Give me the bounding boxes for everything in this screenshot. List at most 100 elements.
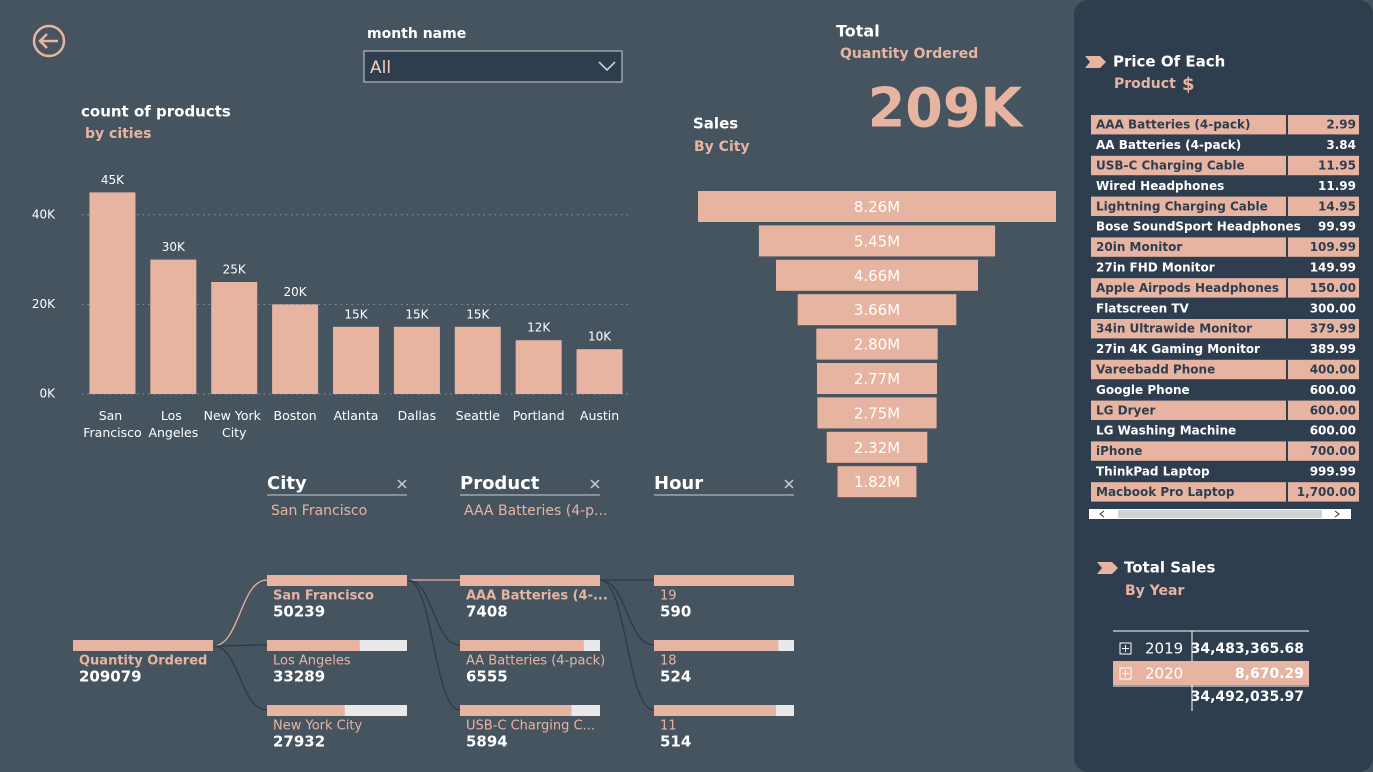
arrow-icon xyxy=(1097,562,1118,574)
bar xyxy=(333,326,379,394)
product-price: 379.99 xyxy=(1310,322,1356,336)
node-value: 7408 xyxy=(466,603,508,621)
table-row xyxy=(1091,257,1359,278)
data-label: 4.66M xyxy=(854,267,900,285)
product-name: LG Dryer xyxy=(1096,403,1156,417)
data-label: 20K xyxy=(284,285,308,299)
year-sales: 8,670.29 xyxy=(1235,666,1304,682)
year-sales: 34,483,365.68 xyxy=(1191,641,1304,657)
year: 2020 xyxy=(1145,665,1183,683)
funnel-bar xyxy=(837,466,917,498)
product-price: 3.84 xyxy=(1326,138,1356,152)
x-tick-label: Los Angeles xyxy=(148,408,198,440)
root-bar xyxy=(73,640,213,651)
node-bar xyxy=(654,575,794,586)
product-price: 14.95 xyxy=(1318,199,1356,213)
year-subtitle: By Year xyxy=(1125,583,1184,599)
data-label: 10K xyxy=(588,330,612,344)
funnel-bar xyxy=(698,191,1056,222)
level-selected: San Francisco xyxy=(271,503,367,519)
data-label: 30K xyxy=(162,240,186,254)
year: 2019 xyxy=(1145,640,1183,658)
expand-icon xyxy=(1119,642,1132,655)
data-label: 15K xyxy=(344,307,368,321)
node-label: 11 xyxy=(660,719,677,734)
x-tick-label: New York City xyxy=(204,408,265,440)
bar-title: count of products xyxy=(81,103,231,121)
product-price: 150.00 xyxy=(1310,281,1356,295)
expand-icon xyxy=(1122,670,1129,677)
table-row xyxy=(1091,441,1359,461)
node-value: 524 xyxy=(660,668,691,686)
node-bar xyxy=(267,640,360,651)
kpi-subtitle: Quantity Ordered xyxy=(840,46,978,62)
product-price: 109.99 xyxy=(1310,240,1356,254)
product-name: 27in 4K Gaming Monitor xyxy=(1096,342,1260,356)
funnel-bar xyxy=(776,259,978,291)
table-row xyxy=(1091,421,1359,441)
kpi-value: 209K xyxy=(868,77,1025,140)
connector xyxy=(212,579,268,647)
connector xyxy=(212,645,268,711)
level-title: Product xyxy=(460,473,540,494)
product-name: Flatscreen TV xyxy=(1096,301,1190,315)
node-label: 19 xyxy=(660,589,677,604)
bar xyxy=(150,259,197,394)
x-tick-label: Seattle xyxy=(456,408,501,423)
bar xyxy=(393,326,440,394)
price-subtitle: Product xyxy=(1114,76,1176,92)
data-label: 2.32M xyxy=(854,439,900,457)
node-value: 6555 xyxy=(466,668,508,686)
x-tick-label: Dallas xyxy=(398,408,436,423)
table-row xyxy=(1091,461,1359,482)
connector xyxy=(599,579,655,646)
product-name: Bose SoundSport Headphones xyxy=(1096,220,1301,234)
product-name: Google Phone xyxy=(1096,383,1190,397)
product-name: LG Washing Machine xyxy=(1096,424,1236,438)
x-tick-label: Atlanta xyxy=(334,408,379,423)
product-name: Macbook Pro Laptop xyxy=(1096,485,1235,499)
close-icon[interactable] xyxy=(590,479,600,489)
connector xyxy=(599,579,655,711)
expand-icon xyxy=(1119,667,1132,680)
table-row xyxy=(1091,115,1359,135)
node-value: 5894 xyxy=(466,733,508,751)
product-name: AA Batteries (4-pack) xyxy=(1096,138,1241,152)
node-bar xyxy=(460,575,600,586)
close-icon[interactable] xyxy=(397,479,407,489)
node-value: 590 xyxy=(660,603,691,621)
bar xyxy=(89,192,136,394)
data-label: 2.75M xyxy=(854,404,900,422)
bar xyxy=(454,326,501,394)
data-label: 5.45M xyxy=(854,232,900,250)
row-highlight xyxy=(1113,661,1309,685)
x-tick-label: Austin xyxy=(580,408,619,423)
bar xyxy=(211,282,258,394)
filter-value: All xyxy=(370,58,391,78)
node-value: 27932 xyxy=(273,733,325,751)
close-icon[interactable] xyxy=(784,479,794,489)
product-price: 149.99 xyxy=(1310,261,1356,275)
product-name: 34in Ultrawide Monitor xyxy=(1096,322,1252,336)
bar xyxy=(272,304,319,394)
product-name: Wired Headphones xyxy=(1096,179,1224,193)
node-value: 209079 xyxy=(79,668,142,686)
filter-dropdown[interactable] xyxy=(363,50,623,83)
table-row xyxy=(1091,298,1359,318)
node-label: Quantity Ordered xyxy=(79,654,207,669)
back-button[interactable] xyxy=(32,24,66,58)
scrollbar[interactable] xyxy=(1089,509,1351,519)
product-name: 27in FHD Monitor xyxy=(1096,261,1215,275)
bar xyxy=(515,340,562,394)
node-bar xyxy=(654,705,776,716)
funnel-bar xyxy=(797,294,957,326)
connector xyxy=(212,644,268,647)
product-price: 400.00 xyxy=(1310,363,1356,377)
node-label: New York City xyxy=(273,719,362,734)
funnel-subtitle: By City xyxy=(694,139,750,155)
node-label: Los Angeles xyxy=(273,654,351,669)
table-row xyxy=(1091,380,1359,400)
table-row xyxy=(1091,217,1359,237)
node-label: AA Batteries (4-pack) xyxy=(466,654,605,669)
data-label: 12K xyxy=(527,321,551,335)
